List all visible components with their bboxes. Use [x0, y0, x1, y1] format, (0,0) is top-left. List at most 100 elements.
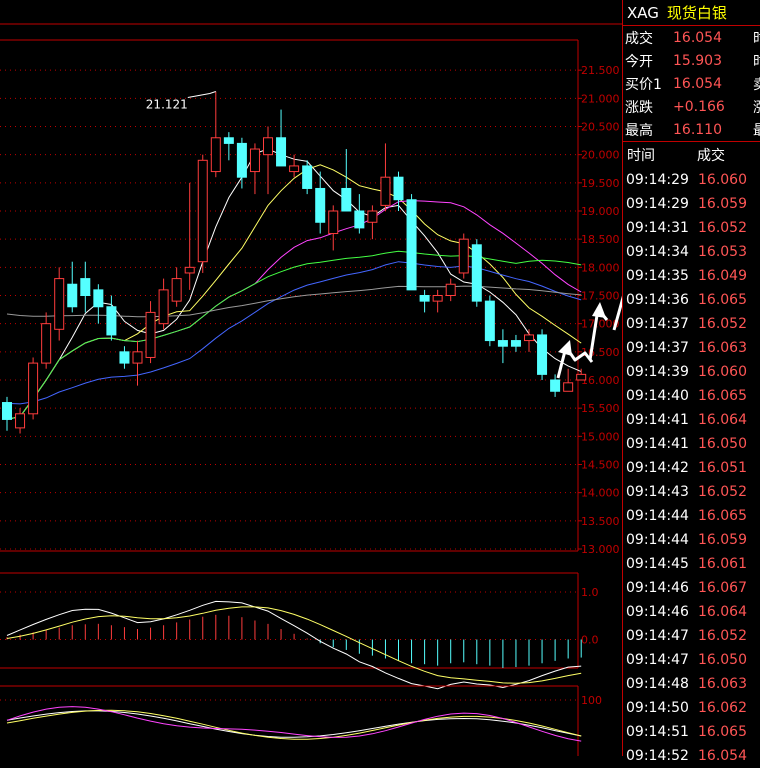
- y-tick-label: 20.000: [581, 149, 620, 162]
- tick-time: 09:14:29: [626, 196, 689, 212]
- macd-tick-label: 0.0: [581, 634, 599, 647]
- ma60-line: [6, 261, 582, 405]
- y-tick-label: 14.000: [581, 487, 620, 500]
- candle-body-up: [132, 351, 143, 364]
- quote-label: 最高: [625, 122, 653, 139]
- quote-label: 涨跌: [625, 99, 653, 116]
- symbol-name: 现货白银: [666, 4, 727, 22]
- tick-row: 09:14:29 16.060: [623, 168, 760, 192]
- quote-value: 16.054: [673, 29, 722, 46]
- tick-row: 09:14:50 16.062: [623, 696, 760, 720]
- tick-row: 09:14:44 16.065: [623, 504, 760, 528]
- candle-body-down: [537, 334, 548, 375]
- macd-dif-line: [6, 600, 582, 690]
- tick-price: 16.063: [698, 340, 747, 356]
- candle-body-down: [80, 278, 91, 297]
- tick-price: 16.064: [698, 412, 747, 428]
- tick-time: 09:14:39: [626, 364, 689, 380]
- candle-body-down: [550, 379, 561, 392]
- tick-time: 09:14:41: [626, 412, 689, 428]
- quote-panel: XAG 现货白银 成交 16.054 时 今开 15.903 时 买价1 16.…: [622, 0, 760, 764]
- macd-tick-label: 1.0: [581, 586, 599, 599]
- tick-row: 09:14:40 16.065: [623, 384, 760, 408]
- tick-price: 16.061: [698, 556, 747, 572]
- tick-row: 09:14:34 16.053: [623, 240, 760, 264]
- tick-time: 09:14:44: [626, 508, 689, 524]
- ma40-line: [6, 250, 582, 420]
- quote-truncated-label: 时: [753, 28, 760, 48]
- quote-label: 买价1: [625, 76, 662, 93]
- candle-body-up: [41, 323, 52, 364]
- tick-time: 09:14:44: [626, 532, 689, 548]
- y-tick-label: 18.000: [581, 261, 620, 274]
- candle-body-down: [393, 176, 404, 201]
- candle-body-down: [471, 244, 482, 302]
- candle-body-up: [197, 159, 208, 263]
- tick-row: 09:14:37 16.063: [623, 336, 760, 360]
- tick-time: 09:14:47: [626, 652, 689, 668]
- tick-row: 09:14:46 16.064: [623, 600, 760, 624]
- symbol-code: XAG: [627, 3, 659, 22]
- y-tick-label: 20.500: [581, 121, 620, 134]
- quote-label: 成交: [625, 30, 653, 47]
- tick-row: 09:14:42 16.051: [623, 456, 760, 480]
- candle-body-down: [341, 187, 352, 212]
- tick-time: 09:14:34: [626, 244, 689, 260]
- drawn-arrow: [612, 295, 622, 331]
- high-annotation-label: 21.121: [146, 98, 188, 112]
- candle-body-up: [15, 413, 26, 429]
- tick-row: 09:14:41 16.050: [623, 432, 760, 456]
- tick-price: 16.067: [698, 580, 747, 596]
- tick-price: 16.062: [698, 700, 747, 716]
- tick-price: 16.063: [698, 676, 747, 692]
- tick-price: 16.060: [698, 364, 747, 380]
- tick-row: 09:14:52 16.054: [623, 744, 760, 768]
- tick-row: 09:14:29 16.059: [623, 192, 760, 216]
- y-tick-label: 19.500: [581, 177, 620, 190]
- candle-body-down: [302, 165, 313, 189]
- tick-price: 16.065: [698, 388, 747, 404]
- osc-tick-label: 100: [581, 694, 602, 707]
- quote-value: 16.110: [673, 121, 722, 138]
- tick-price: 16.060: [698, 172, 747, 188]
- quote-row-last: 成交 16.054 时: [623, 26, 760, 49]
- candle-body-down: [67, 283, 78, 308]
- tick-row: 09:14:41 16.064: [623, 408, 760, 432]
- tick-row: 09:14:48 16.063: [623, 672, 760, 696]
- candle-body-up: [158, 289, 169, 325]
- quote-rows: 成交 16.054 时 今开 15.903 时 买价1 16.054 卖 涨跌 …: [623, 26, 760, 141]
- tick-list[interactable]: 09:14:29 16.060 09:14:29 16.059 09:14:31 16.0…: [623, 168, 760, 768]
- quote-row-change: 涨跌 +0.166 涨: [623, 95, 760, 118]
- candle-body-down: [510, 340, 521, 347]
- candle-body-up: [210, 137, 221, 173]
- tick-price: 16.065: [698, 292, 747, 308]
- tick-time: 09:14:47: [626, 628, 689, 644]
- candle-body-up: [289, 165, 300, 173]
- quote-value: 15.903: [673, 52, 722, 69]
- ma5-line: [6, 148, 582, 420]
- y-tick-label: 13.000: [581, 543, 620, 556]
- tick-price: 16.049: [698, 268, 747, 284]
- tick-row: 09:14:44 16.059: [623, 528, 760, 552]
- y-tick-label: 19.000: [581, 205, 620, 218]
- tick-price: 16.050: [698, 652, 747, 668]
- tick-row: 09:14:51 16.065: [623, 720, 760, 744]
- quote-truncated-label: 时: [753, 51, 760, 71]
- tick-price: 16.054: [698, 748, 747, 764]
- candle-body-up: [524, 334, 534, 342]
- candle-body-up: [145, 311, 156, 358]
- tick-row: 09:14:46 16.067: [623, 576, 760, 600]
- tick-time: 09:14:31: [626, 220, 689, 236]
- quote-header: XAG 现货白银: [623, 0, 760, 26]
- candle-body-down: [354, 210, 365, 229]
- candle-body-up: [367, 210, 378, 223]
- candle-body-up: [28, 362, 39, 415]
- tick-row: 09:14:35 16.049: [623, 264, 760, 288]
- y-tick-label: 13.500: [581, 515, 620, 528]
- tick-time: 09:14:50: [626, 700, 689, 716]
- tick-time: 09:14:52: [626, 748, 689, 764]
- tick-row: 09:14:39 16.060: [623, 360, 760, 384]
- y-tick-label: 16.000: [581, 374, 620, 387]
- tick-price: 16.059: [698, 532, 747, 548]
- tick-price: 16.059: [698, 196, 747, 212]
